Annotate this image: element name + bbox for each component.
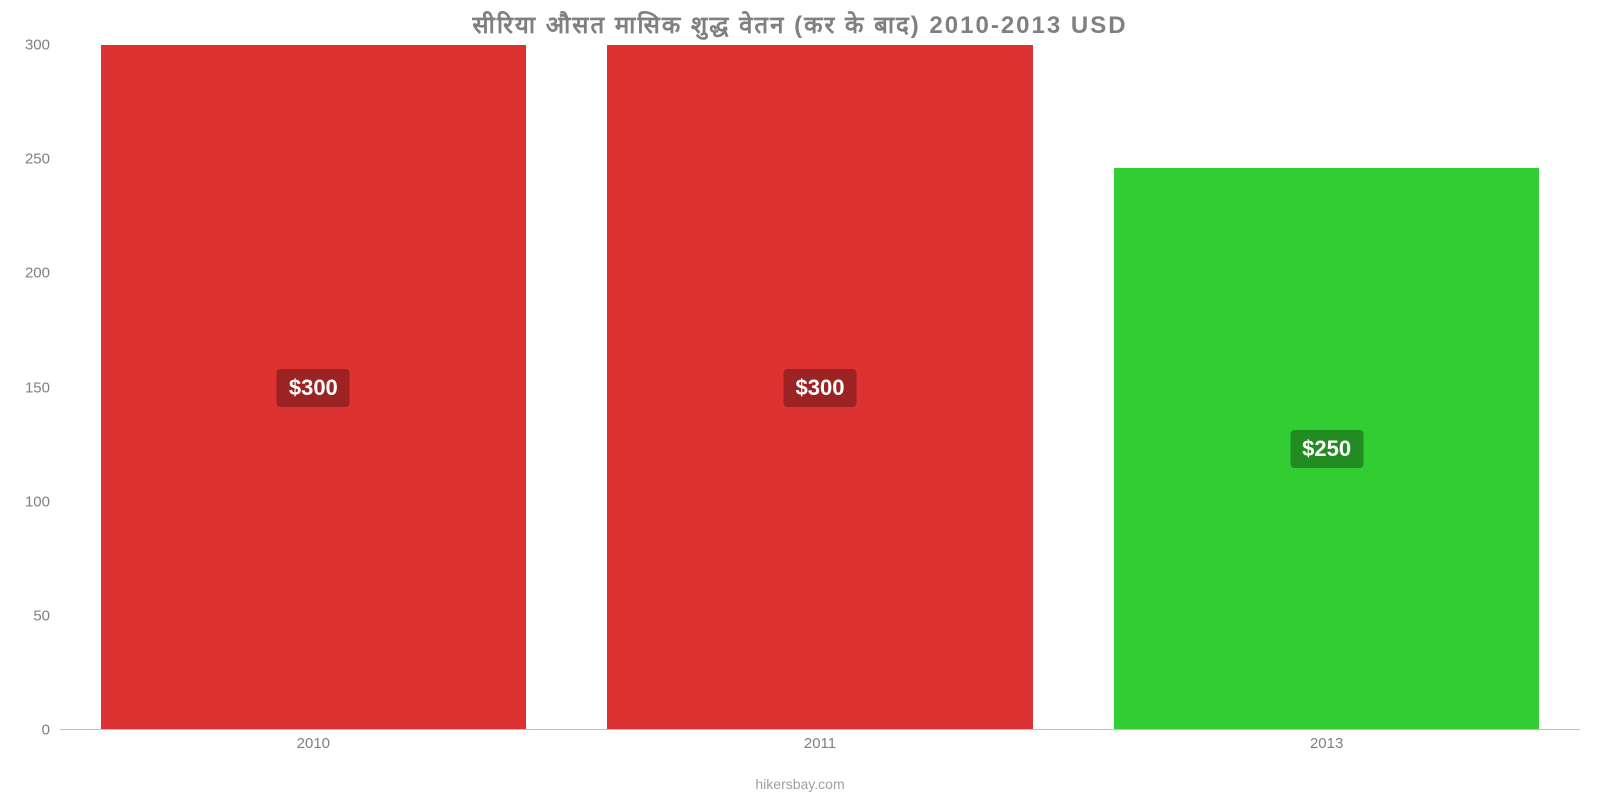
y-tick-label: 50 [33, 607, 50, 624]
chart-container: सीरिया औसत मासिक शुद्ध वेतन (कर के बाद) … [0, 0, 1600, 800]
x-tick-label: 2013 [1310, 735, 1343, 752]
y-axis: 050100150200250300 [0, 45, 60, 730]
y-tick-label: 250 [25, 151, 50, 168]
x-tick-label: 2011 [804, 735, 836, 752]
bar-value-label: $300 [784, 369, 857, 407]
bar-value-label: $300 [277, 369, 350, 407]
y-tick-label: 300 [25, 37, 50, 54]
bar: $250 [1114, 168, 1540, 730]
x-tick-label: 2010 [297, 735, 330, 752]
y-tick-label: 100 [25, 493, 50, 510]
plot-area: $300 $300 $250 [60, 45, 1580, 730]
y-tick-label: 0 [42, 722, 50, 739]
x-axis: 2010 2011 2013 [60, 730, 1580, 760]
bar: $300 [101, 45, 527, 730]
chart-title: सीरिया औसत मासिक शुद्ध वेतन (कर के बाद) … [0, 0, 1600, 41]
y-tick-label: 150 [25, 379, 50, 396]
bar-value-label: $250 [1290, 430, 1363, 468]
attribution: hikersbay.com [755, 776, 844, 792]
bar: $300 [607, 45, 1033, 730]
y-tick-label: 200 [25, 265, 50, 282]
